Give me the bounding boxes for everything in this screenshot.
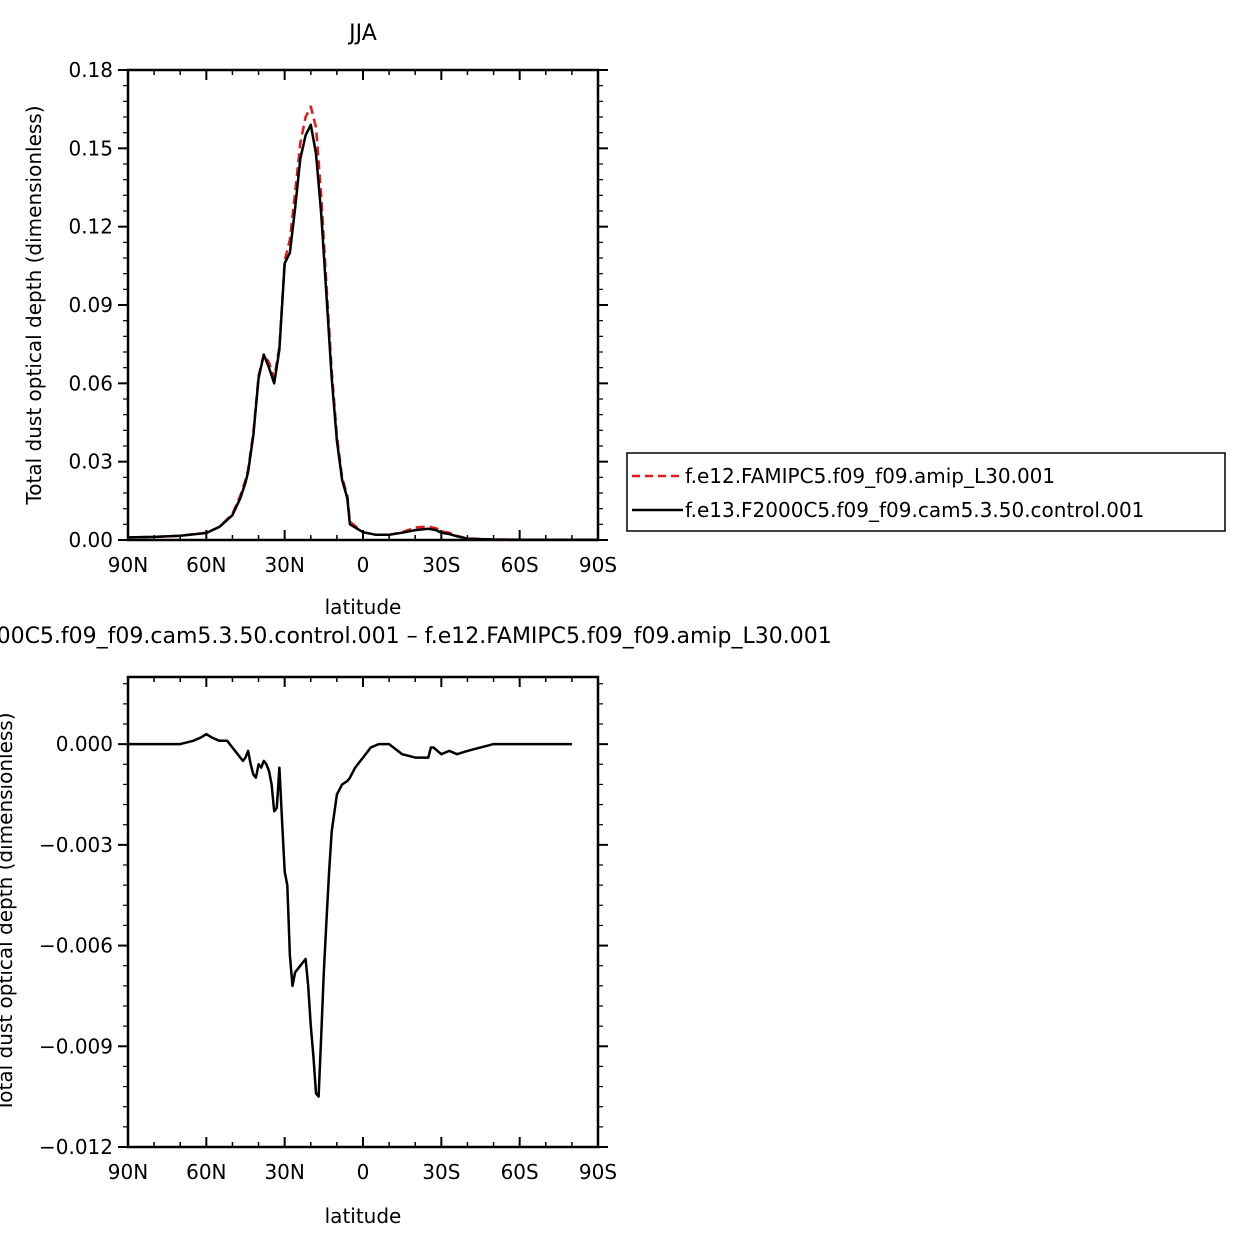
plot-frame: [128, 677, 598, 1147]
bottom-panel-title: f.e13.F2000C5.f09_f09.cam5.3.50.control.…: [0, 624, 832, 649]
top-panel: JJA 90N 60N 30N 0 30S 60S 90S 0.00 0.03 0.06 0.09 0…: [22, 21, 1225, 619]
y-tick-label: 0.03: [68, 450, 113, 474]
top-panel-title: JJA: [347, 21, 377, 46]
y-tick-label: 0.18: [68, 58, 113, 82]
x-tick-label: 0: [357, 1160, 370, 1184]
x-tick-label: 30N: [264, 1160, 304, 1184]
series-line-0-1: [128, 125, 598, 540]
y-tick-label: −0.012: [39, 1135, 113, 1159]
x-tick-label: 90N: [108, 1160, 148, 1184]
y-tick-label: −0.006: [39, 934, 113, 958]
x-tick-label: 30S: [422, 553, 460, 577]
series-line-1-0: [128, 734, 572, 1097]
y-tick-label: 0.12: [68, 215, 113, 239]
x-tick-label: 0: [357, 553, 370, 577]
bottom-x-axis-label: latitude: [325, 1204, 402, 1228]
x-tick-label: 60N: [186, 553, 226, 577]
x-tick-label: 60N: [186, 1160, 226, 1184]
y-tick-label: 0.09: [68, 293, 113, 317]
x-tick-label: 90S: [579, 553, 617, 577]
x-tick-label: 90S: [579, 1160, 617, 1184]
y-tick-label: 0.00: [68, 528, 113, 552]
y-tick-label: −0.003: [39, 833, 113, 857]
plot-frame: [128, 70, 598, 540]
bottom-plot-area: 90N 60N 30N 0 30S 60S 90S 0.000 −0.003 −0.006 −0.0…: [39, 677, 617, 1184]
y-tick-label: 0.000: [56, 732, 113, 756]
top-plot-area: 90N 60N 30N 0 30S 60S 90S 0.00 0.03 0.06 0.09 0.12 0…: [68, 58, 617, 577]
y-tick-label: 0.15: [68, 136, 113, 160]
top-y-axis-label: Total dust optical depth (dimensionless): [22, 105, 46, 505]
legend-label-control: f.e13.F2000C5.f09_f09.cam5.3.50.control.…: [685, 498, 1144, 522]
y-tick-label: −0.009: [39, 1034, 113, 1058]
series-line-0-0: [128, 107, 598, 540]
top-x-axis-label: latitude: [325, 595, 402, 619]
x-tick-label: 30S: [422, 1160, 460, 1184]
legend-label-amip: f.e12.FAMIPC5.f09_f09.amip_L30.001: [685, 464, 1055, 488]
x-tick-label: 60S: [501, 1160, 539, 1184]
x-tick-label: 30N: [264, 553, 304, 577]
bottom-y-axis-label: Total dust optical depth (dimensionless): [0, 712, 17, 1112]
y-tick-label: 0.06: [68, 371, 113, 395]
x-tick-label: 90N: [108, 553, 148, 577]
legend: f.e12.FAMIPC5.f09_f09.amip_L30.001 f.e13…: [627, 453, 1225, 531]
x-tick-label: 60S: [501, 553, 539, 577]
bottom-panel: f.e13.F2000C5.f09_f09.cam5.3.50.control.…: [0, 624, 832, 1228]
